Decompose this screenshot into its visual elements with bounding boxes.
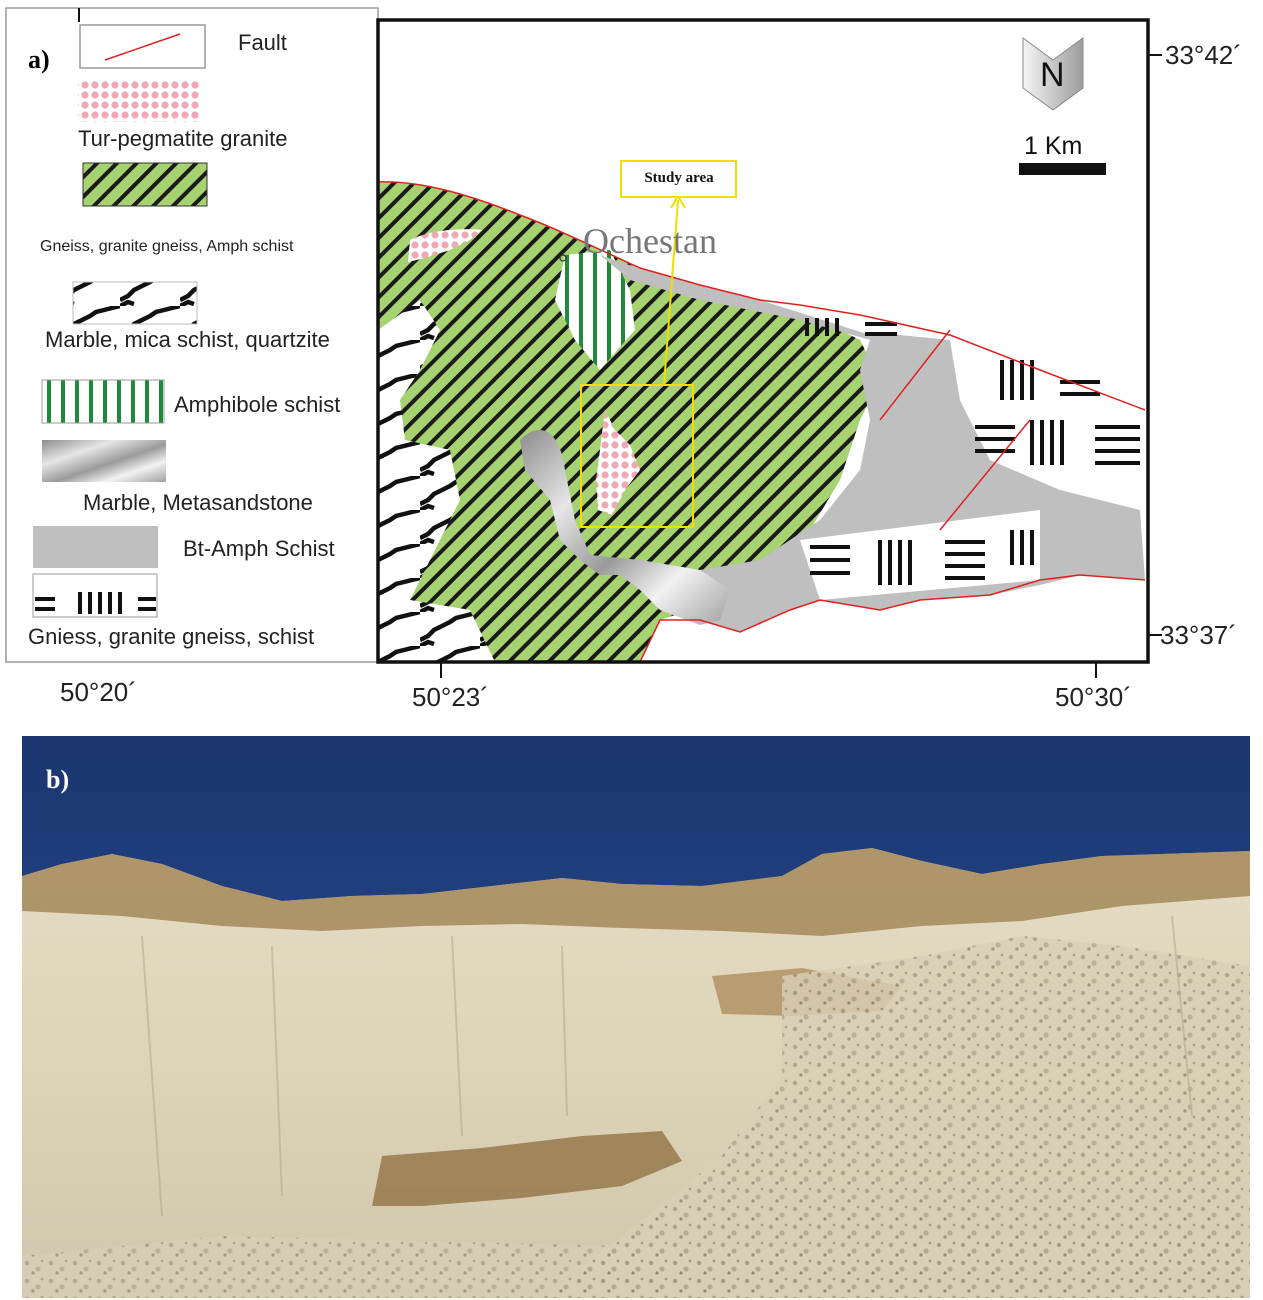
lon-mid: 50°23´ (412, 682, 489, 712)
legend-swatch-marble-meta (42, 440, 166, 482)
legend-swatch-fault (79, 24, 206, 69)
unit-marble-meta (520, 430, 730, 625)
fault-lines (378, 181, 1146, 662)
legend-label-gneiss-amph: Gneiss, granite gneiss, Amph schist (40, 238, 294, 255)
legend-swatch-amphibole (41, 379, 165, 424)
legend-swatch-bt-amph (33, 526, 158, 568)
legend-label-fault: Fault (238, 30, 287, 55)
study-area-label: Study area (644, 170, 714, 186)
legend-swatch-marble-mica (72, 281, 198, 325)
place-label: Ochestan (583, 221, 717, 261)
study-area-label-box (620, 160, 737, 198)
panel-b-label: b) (46, 765, 70, 794)
panel-b-photo (22, 736, 1250, 1298)
lon-right: 50°30´ (1055, 682, 1132, 712)
scale-bar (1019, 163, 1106, 175)
lon-left: 50°20´ (60, 677, 137, 707)
legend-label-gneiss-schist: Gniess, granite gneiss, schist (28, 624, 315, 649)
study-area-arrow (663, 199, 679, 386)
legend-swatch-tur-pegmatite (78, 80, 200, 122)
legend-swatch-gneiss-amph (82, 162, 208, 207)
unit-gneiss-schist (760, 300, 1145, 600)
map-frame (376, 18, 1150, 664)
legend-label-marble-mica: Marble, mica schist, quartzite (45, 327, 330, 352)
rubble-foreground (22, 1236, 1250, 1298)
panel-a-label: a) (28, 45, 50, 74)
village-icon (559, 254, 567, 262)
legend-label-marble-meta: Marble, Metasandstone (83, 490, 313, 515)
scale-label: 1 Km (1024, 132, 1083, 160)
study-area-box (580, 384, 694, 528)
oxidized-band-lower (372, 1131, 682, 1206)
panel-a: a) Fault Tur-pegmatite granite Gneiss, g… (5, 7, 1242, 712)
legend-label-amphibole: Amphibole schist (174, 392, 341, 417)
unit-tur-pegmatite-1 (408, 229, 482, 262)
unit-amphibole (555, 250, 635, 370)
geologic-map (378, 20, 1148, 662)
rubble-slope (542, 936, 1250, 1298)
unit-tur-pegmatite-2 (596, 410, 640, 515)
fractures (141, 915, 1193, 1217)
legend-label-tur-pegmatite: Tur-pegmatite granite (78, 126, 288, 151)
north-arrow-icon (1022, 37, 1084, 111)
north-label: N (1040, 56, 1065, 94)
legend-label-bt-amph: Bt-Amph Schist (183, 536, 335, 561)
oxidized-band-top (22, 848, 1250, 936)
lat-top: 33°42´ (1165, 40, 1242, 70)
unit-marble-mica (378, 300, 495, 662)
legend-swatch-gneiss-schist (32, 573, 158, 618)
lat-bottom: 33°37´ (1160, 620, 1237, 650)
